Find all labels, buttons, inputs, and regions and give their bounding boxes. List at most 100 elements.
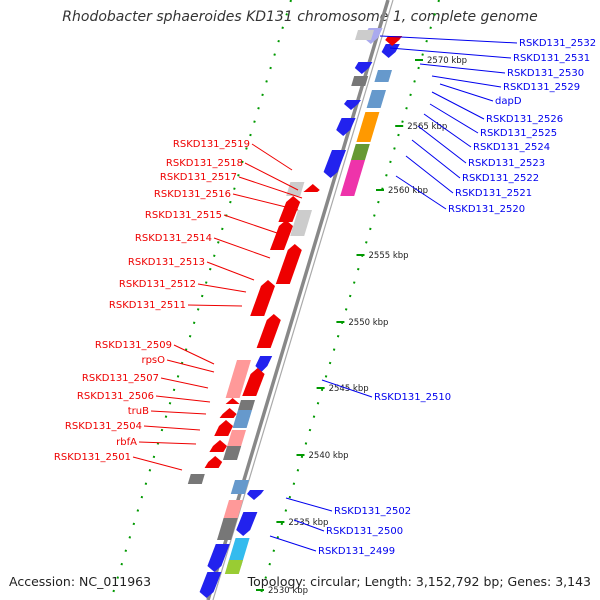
leader-line [431, 91, 485, 120]
leader-line [389, 47, 512, 59]
forward-gene-label: RSKD131_2522 [462, 173, 539, 184]
leader-line [269, 535, 317, 552]
forward-gene-label: RSKD131_2523 [468, 158, 545, 169]
topology-summary: Topology: circular; Length: 3,152,792 bp… [247, 574, 591, 589]
leader-line [197, 283, 247, 293]
reverse-feature-12 [219, 408, 237, 418]
reverse-gene-label: RSKD131_2512 [119, 279, 196, 290]
leader-line [321, 379, 373, 398]
reverse-feature-3 [290, 210, 312, 236]
reverse-feature-13 [232, 410, 252, 428]
forward-feature-2510 [255, 356, 273, 372]
reverse-feature-14 [214, 420, 233, 436]
reverse-feature-2 [278, 196, 301, 222]
leader-line [187, 304, 243, 307]
forward-feature-b1 [247, 490, 264, 500]
forward-feature-10 [323, 150, 346, 178]
forward-feature-b2 [223, 500, 243, 520]
tick-label: 2535 kbp [288, 518, 328, 528]
reverse-gene-label: RSKD131_2504 [65, 421, 142, 432]
leader-line [285, 497, 333, 512]
forward-feature-8 [336, 118, 356, 136]
forward-gene-label: RSKD131_2532 [519, 38, 596, 49]
reverse-gene-label: truB [128, 406, 149, 417]
forward-feature-1 [381, 44, 400, 58]
reverse-feature-16 [209, 440, 227, 452]
reverse-gene-label: rbfA [116, 437, 137, 448]
forward-feature-b4 [217, 518, 238, 540]
forward-feature-b8 [199, 572, 222, 598]
forward-feature-b6 [207, 544, 230, 572]
reverse-feature-6 [250, 280, 275, 316]
reverse-feature-small [187, 474, 205, 484]
reverse-gene-label: RSKD131_2507 [82, 373, 159, 384]
forward-gene-label: RSKD131_2520 [448, 204, 525, 215]
leader-line [431, 75, 502, 88]
forward-gene-label: dapD [495, 96, 522, 107]
forward-feature-grey [355, 30, 374, 40]
leader-line [150, 410, 207, 415]
reverse-feature-17 [223, 446, 242, 460]
reverse-gene-label: RSKD131_2509 [95, 340, 172, 351]
reverse-feature-top [385, 36, 403, 46]
leader-line [423, 113, 472, 148]
forward-gene-label: RSKD131_2530 [507, 68, 584, 79]
tick-label: 2550 kbp [348, 318, 388, 328]
forward-gene-label: RSKD131_2529 [503, 82, 580, 93]
leader-line [238, 176, 303, 199]
forward-feature-b7 [224, 560, 243, 574]
leader-line [132, 456, 183, 471]
leader-line [206, 261, 255, 281]
reverse-gene-label: rpsO [141, 355, 165, 366]
reverse-feature-15 [227, 430, 246, 446]
reverse-gene-label: RSKD131_2519 [173, 139, 250, 150]
forward-feature-11 [340, 160, 365, 196]
leader-line [232, 193, 299, 211]
reverse-gene-label: RSKD131_2515 [145, 210, 222, 221]
leader-line [411, 139, 461, 179]
reverse-feature-5 [275, 244, 302, 284]
forward-gene-label: RSKD131_2499 [318, 546, 395, 557]
reverse-feature-11 [238, 400, 255, 410]
tick-label: 2540 kbp [309, 451, 349, 461]
forward-feature-b0 [230, 480, 249, 494]
gene-labels: RSKD131_2532 RSKD131_2531 RSKD131_2530 RSKD… [54, 35, 596, 557]
forward-gene-label: RSKD131_2525 [480, 128, 557, 139]
reverse-feature-8 [225, 360, 251, 398]
leader-line [419, 63, 506, 74]
accession-text: Accession: NC_011963 [9, 574, 152, 589]
leader-line [244, 162, 299, 191]
forward-gene-label: RSKD131_2502 [334, 506, 411, 517]
leader-line [160, 377, 209, 389]
reverse-gene-label: RSKD131_2501 [54, 452, 131, 463]
tick-label: 2530 kbp [268, 586, 308, 596]
reverse-feature-9 [242, 368, 265, 396]
tick-label: 2570 kbp [427, 56, 467, 66]
forward-gene-label: RSKD131_2500 [326, 526, 403, 537]
reverse-gene-label: RSKD131_2506 [77, 391, 154, 402]
leader-line [138, 441, 197, 445]
forward-feature-7 [356, 112, 380, 142]
forward-feature-5 [366, 90, 386, 108]
leader-line [223, 214, 281, 235]
tick-label: 2560 kbp [388, 186, 428, 196]
leader-line [429, 103, 479, 134]
reverse-gene-label: RSKD131_2511 [109, 300, 186, 311]
leader-line [155, 395, 211, 403]
map-title: Rhodobacter sphaeroides KD131 chromosome… [62, 9, 538, 25]
leader-line [293, 519, 325, 532]
reverse-gene-label: RSKD131_2514 [135, 233, 212, 244]
reverse-gene-label: RSKD131_2513 [128, 257, 205, 268]
reverse-gene-label: RSKD131_2518 [166, 158, 243, 169]
leader-line [395, 175, 447, 210]
forward-feature-4 [351, 76, 369, 86]
leader-line [405, 155, 454, 194]
leader-line [439, 83, 494, 102]
forward-feature-3 [374, 70, 392, 82]
reverse-feature-18 [204, 456, 223, 468]
tick-label: 2565 kbp [407, 122, 447, 132]
forward-gene-label: RSKD131_2521 [455, 188, 532, 199]
forward-gene-label: RSKD131_2510 [374, 392, 451, 403]
gene-features [187, 28, 403, 598]
